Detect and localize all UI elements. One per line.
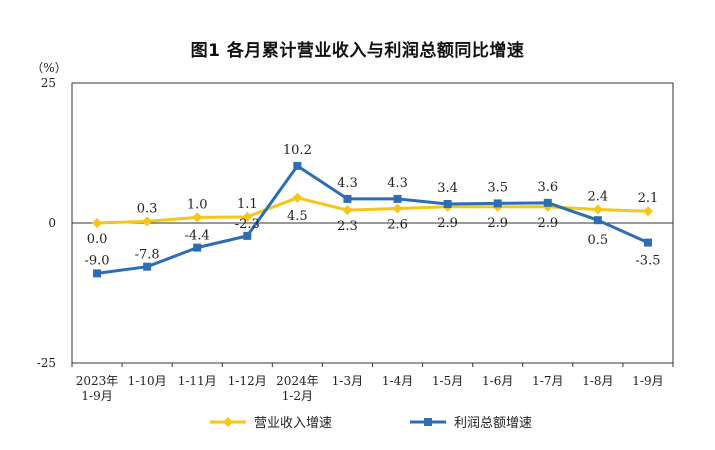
profit-point (493, 199, 502, 208)
profit-point (143, 262, 152, 271)
revenue-point (292, 192, 303, 203)
revenue-data-label: 2.9 (437, 216, 458, 231)
revenue-data-label: 2.9 (537, 216, 558, 231)
x-tick-label: 1-8月 (582, 374, 613, 388)
profit-point (93, 269, 102, 278)
x-tick-label: 1-9月 (81, 389, 112, 403)
revenue-data-label: 2.1 (638, 191, 659, 206)
x-tick-label: 1-10月 (128, 374, 167, 388)
profit-point (643, 238, 652, 247)
y-tick-label: 0 (48, 216, 56, 230)
profit-data-label: 0.5 (588, 233, 609, 248)
x-tick-label: 1-2月 (282, 389, 313, 403)
revenue-data-label: 2.9 (487, 216, 508, 231)
legend-revenue-label: 营业收入增速 (254, 416, 332, 431)
revenue-data-label: 1.1 (237, 197, 258, 212)
profit-data-label: -9.0 (85, 253, 110, 268)
legend-revenue-marker (223, 417, 233, 427)
profit-data-label: 3.5 (487, 180, 508, 195)
legend-profit-marker (424, 418, 432, 426)
profit-point (393, 194, 402, 203)
profit-point (293, 161, 302, 170)
revenue-point (142, 216, 153, 227)
profit-point (543, 198, 552, 207)
y-axis-label: （%） (31, 61, 66, 75)
profit-point (243, 231, 252, 240)
revenue-data-label: 2.4 (588, 190, 609, 205)
profit-data-label: -7.8 (135, 248, 160, 263)
profit-point (593, 216, 602, 225)
profit-data-label: -4.4 (185, 229, 210, 244)
y-tick-label: 25 (41, 76, 56, 90)
revenue-data-label: 2.3 (337, 219, 358, 234)
profit-data-label: 3.6 (537, 180, 558, 195)
x-tick-label: 1-12月 (228, 374, 267, 388)
profit-data-label: 4.3 (337, 176, 358, 191)
profit-data-label: 4.3 (387, 176, 408, 191)
x-tick-label: 1-4月 (382, 374, 413, 388)
x-tick-label: 1-9月 (632, 374, 663, 388)
profit-point (193, 243, 202, 252)
y-tick-label: -25 (37, 356, 56, 370)
revenue-point (342, 205, 353, 216)
profit-data-label: -3.5 (635, 254, 660, 269)
revenue-point (642, 206, 653, 217)
revenue-data-label: 1.0 (187, 197, 208, 212)
revenue-data-label: 0.0 (87, 232, 108, 247)
profit-point (343, 194, 352, 203)
x-tick-label: 2023年 (76, 374, 119, 388)
profit-line (96, 164, 649, 275)
revenue-data-label: 2.6 (387, 217, 408, 232)
revenue-point (592, 204, 603, 215)
revenue-data-label: 4.5 (287, 209, 308, 224)
profit-point (443, 199, 452, 208)
x-tick-label: 1-11月 (178, 374, 217, 388)
profit-data-label: 10.2 (283, 143, 312, 158)
x-tick-label: 1-5月 (432, 374, 463, 388)
revenue-point (242, 211, 253, 222)
legend-profit-label: 利润总额增速 (454, 416, 532, 431)
revenue-point (192, 212, 203, 223)
profit-data-label: 3.4 (437, 181, 458, 196)
x-tick-label: 1-7月 (532, 374, 563, 388)
revenue-point (392, 203, 403, 214)
x-tick-label: 1-3月 (332, 374, 363, 388)
revenue-point (92, 218, 103, 228)
revenue-data-label: 0.3 (137, 201, 158, 216)
x-tick-label: 1-6月 (482, 374, 513, 388)
chart-title: 图1 各月累计营业收入与利润总额同比增速 (190, 41, 525, 61)
x-tick-label: 2024年 (276, 374, 319, 388)
profit-data-label: -2.3 (235, 217, 260, 232)
